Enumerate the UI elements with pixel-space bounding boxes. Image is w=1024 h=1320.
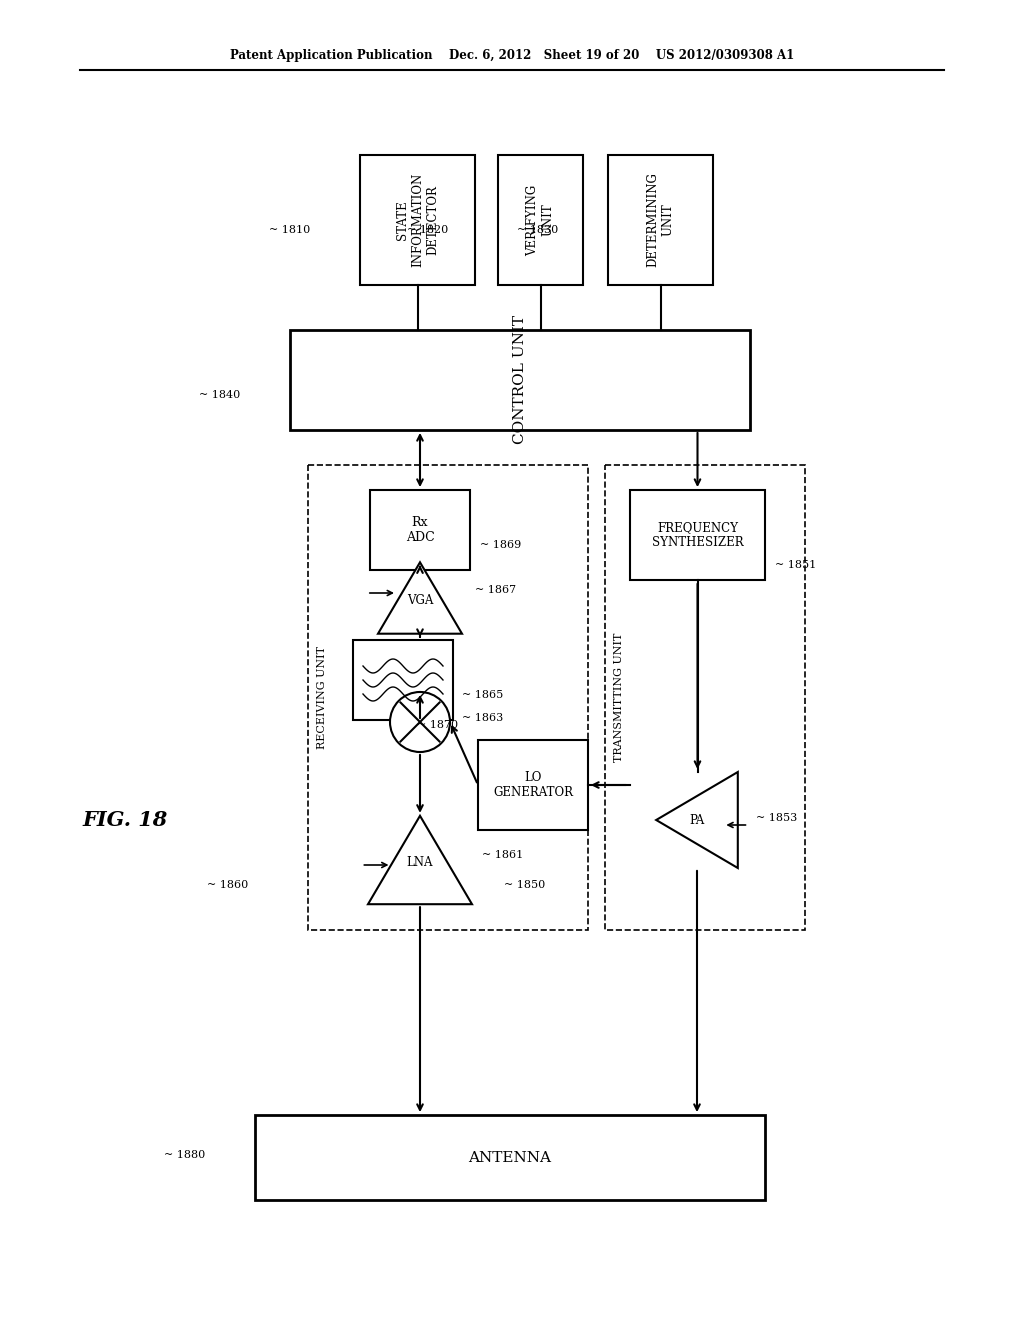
Polygon shape [368,816,472,904]
Text: STATE
INFORMATION
DETECTOR: STATE INFORMATION DETECTOR [396,173,439,267]
Text: VGA: VGA [407,594,433,606]
Text: ~ 1863: ~ 1863 [462,713,503,723]
Text: CONTROL UNIT: CONTROL UNIT [513,315,527,445]
Text: ~ 1840: ~ 1840 [199,389,240,400]
Bar [498,154,583,285]
Text: ~ 1830: ~ 1830 [517,224,558,235]
Text: ~ 1880: ~ 1880 [164,1150,205,1160]
Text: Patent Application Publication    Dec. 6, 2012   Sheet 19 of 20    US 2012/03093: Patent Application Publication Dec. 6, 2… [229,49,795,62]
Bar [290,330,750,430]
Text: ~ 1850: ~ 1850 [504,880,545,890]
Text: ~ 1853: ~ 1853 [756,813,798,822]
Text: FIG. 18: FIG. 18 [82,810,168,830]
Text: RECEIVING UNIT: RECEIVING UNIT [317,645,327,748]
Text: DETERMINING
UNIT: DETERMINING UNIT [646,173,675,268]
Text: ~ 1869: ~ 1869 [480,540,521,550]
Text: ~ 1867: ~ 1867 [475,585,516,595]
Text: Rx
ADC: Rx ADC [406,516,434,544]
Text: LNA: LNA [407,855,433,869]
Bar [353,640,453,719]
Text: ~ 1851: ~ 1851 [775,560,816,570]
Polygon shape [378,562,462,634]
Bar [605,465,805,931]
Text: PA: PA [689,813,705,826]
Text: ~ 1865: ~ 1865 [462,690,503,700]
Bar [370,490,470,570]
Text: FREQUENCY
SYNTHESIZER: FREQUENCY SYNTHESIZER [651,521,743,549]
Bar [360,154,475,285]
Text: ANTENNA: ANTENNA [469,1151,552,1164]
Text: ~ 1870: ~ 1870 [417,719,458,730]
Text: ~ 1820: ~ 1820 [407,224,449,235]
Bar [255,1115,765,1200]
Text: TRANSMITTING UNIT: TRANSMITTING UNIT [614,632,624,762]
Text: ~ 1860: ~ 1860 [207,880,248,890]
Bar [308,465,588,931]
Polygon shape [656,772,738,869]
Text: VERIFYING
UNIT: VERIFYING UNIT [526,185,555,256]
Bar [478,741,588,830]
Text: ~ 1861: ~ 1861 [482,850,523,861]
Bar [608,154,713,285]
Bar [630,490,765,579]
Text: ~ 1810: ~ 1810 [268,224,310,235]
Circle shape [390,692,450,752]
Text: LO
GENERATOR: LO GENERATOR [493,771,573,799]
